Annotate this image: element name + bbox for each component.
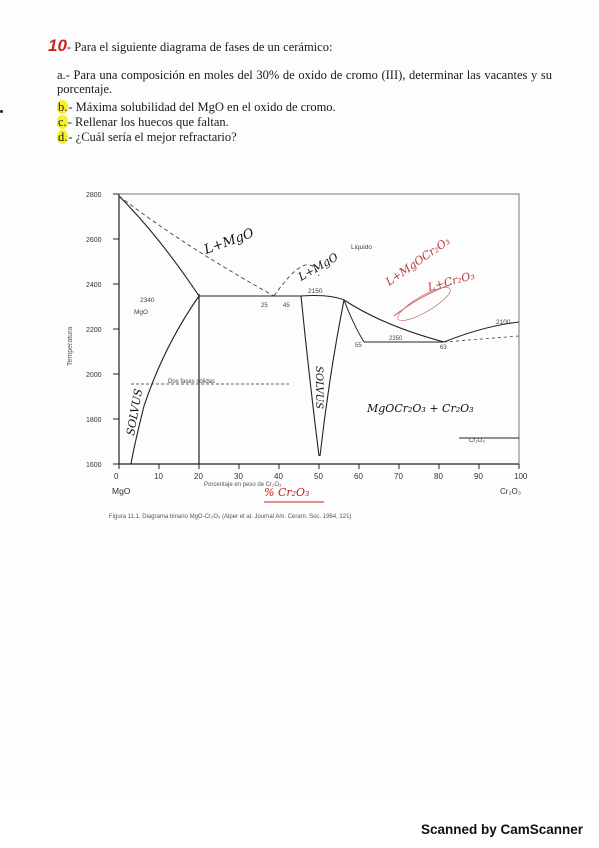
item-text: - Máxima solubilidad del MgO en el oxido… [68,100,336,114]
t2150: 2150 [308,288,323,295]
margin-dot [0,110,3,113]
y-axis-label: Temperatura [67,327,74,366]
y-tick-label: 2400 [86,282,102,289]
question-item-d: d.- ¿Cuál sería el mejor refractario? [57,130,237,144]
x-tick-label: 60 [354,472,363,481]
right-dashed [443,335,520,343]
cr2o3-ss-label: Cr₂O₃ [469,438,485,444]
x-left-label: MgO [112,486,131,496]
liquidus-dashed [118,195,275,297]
solvus-right-label: SOLVUS [313,366,324,409]
x-tick-label: 70 [394,472,403,481]
liquidus-right [199,294,520,343]
pct-63: 63 [440,345,447,351]
question-title: 10- Para el siguiente diagrama de fases … [48,36,332,56]
item-letter: c. [57,115,68,129]
t2340: 2340 [140,297,155,304]
hand-mgo-cr2o3: MgOCr₂O₃ + Cr₂O₃ [366,402,474,415]
red-arrow [393,283,453,317]
x-ticks: 0 10 20 30 40 50 60 70 80 90 100 [114,464,528,481]
camscanner-label: Scanned by CamScanner [420,822,583,837]
spinel-right [319,299,345,457]
x-tick-label: 90 [474,472,483,481]
y-tick-label: 2000 [86,372,102,379]
mgo-ss-label: MgO [134,309,148,316]
plot-frame [118,193,520,465]
item-text: - Rellenar los huecos que faltan. [67,115,229,129]
y-ticks: 2800 2600 2400 2200 2000 1800 1600 [86,192,119,469]
x-axis-label: Porcentaje en peso de Cr₂O₃ [204,482,282,488]
x-tick-label: 100 [514,472,528,481]
scanned-page: 10- Para el siguiente diagrama de fases … [0,36,552,520]
footer: Scanned by CamScanner [0,800,599,848]
spinel-upper [343,299,365,343]
x-tick-label: 50 [314,472,323,481]
item-letter: b. [57,100,69,114]
question-number: 10 [48,36,67,55]
two-solids-label: Dos fases sólidas [168,379,215,385]
t2350: 2350 [389,336,403,342]
question-item-b: b.- Máxima solubilidad del MgO en el oxi… [57,100,336,114]
x-right-label: Cr₂O₃ [500,487,521,496]
item-letter: a. [57,68,66,82]
x-tick-label: 10 [154,472,163,481]
solvus-left-curve [130,295,200,465]
hand-l-mgo-1: L+MgO [201,226,256,258]
y-tick-label: 2600 [86,237,102,244]
item-text: - Para una composición en moles del 30% … [57,68,552,96]
pct-45: 45 [283,303,290,309]
t2100: 2100 [496,319,511,326]
pct-25: 25 [261,303,268,309]
x-tick-label: 0 [114,472,119,481]
y-tick-label: 2800 [86,192,102,199]
liquidus-left-branch [273,264,320,297]
y-tick-label: 1600 [86,462,102,469]
question-title-text: - Para el siguiente diagrama de fases de… [66,40,333,54]
x-tick-label: 20 [194,472,203,481]
question-item-a: a.- Para una composición en moles del 30… [57,68,552,96]
item-text: - ¿Cuál sería el mejor refractario? [68,130,237,144]
x-tick-label: 40 [274,472,283,481]
liquid-label: Liquido [351,244,372,251]
spinel-left [300,295,320,457]
figure-caption: Figura 11.1. Diagrama binario MgO-Cr₂O₃ … [109,514,351,520]
question-item-c: c.- Rellenar los huecos que faltan. [57,115,229,129]
hand-percent-cr2o3: % Cr₂O₃ [264,486,309,499]
hand-l-mgo-2: L+MgO [295,250,340,284]
x-tick-label: 30 [234,472,243,481]
phase-diagram: 2800 2600 2400 2200 2000 1800 1600 0 10 20 30 40 50… [67,192,528,520]
item-letter: d. [57,130,69,144]
pct-55: 55 [355,343,362,349]
y-tick-label: 2200 [86,327,102,334]
x-tick-label: 80 [434,472,443,481]
liquidus-left [118,195,239,297]
red-ellipse [397,287,451,321]
y-tick-label: 1800 [86,417,102,424]
